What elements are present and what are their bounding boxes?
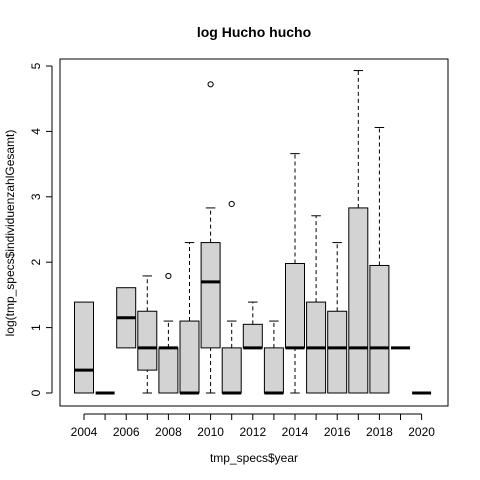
box-iqr [369,264,390,394]
x-tick-label: 2014 [282,425,309,439]
box-2015 [306,215,327,394]
x-tick-label: 2020 [408,425,435,439]
box-2004 [74,301,94,394]
y-tick-label: 2 [29,259,43,266]
box-iqr [158,347,179,394]
box-2014 [285,153,305,394]
y-tick-label: 4 [29,128,43,135]
box-2007 [137,275,158,394]
box-2009 [179,242,200,395]
x-tick-label: 2012 [239,425,266,439]
y-tick-label: 3 [29,193,43,200]
box-2017 [348,70,369,394]
plot-area [74,70,432,395]
box-iqr [285,263,305,349]
x-axis-label: tmp_specs$year [210,451,298,465]
x-tick-label: 2016 [324,425,351,439]
box-iqr [200,242,221,349]
x-tick-label: 2008 [155,425,182,439]
plot-frame [59,58,449,407]
outlier-point [228,200,235,208]
box-iqr [179,320,200,394]
x-tick-label: 2006 [113,425,140,439]
y-tick-label: 0 [29,389,43,396]
y-tick-label: 5 [29,62,43,69]
box-2006 [116,287,137,349]
box-2012 [242,301,263,350]
x-tick-label: 2004 [71,425,98,439]
box-2011 [221,200,242,395]
y-axis-label: log(tmp_specs$individuenzahlGesamt) [3,130,17,337]
box-iqr [242,323,263,349]
x-tick-label: 2010 [197,425,224,439]
box-iqr [74,301,94,394]
box-2008 [158,272,179,394]
chart-title: log Hucho hucho [197,24,311,40]
box-iqr [327,310,348,394]
y-tick-label: 1 [29,324,43,331]
box-iqr [221,347,242,394]
outlier-point [165,272,172,280]
outlier-point [207,81,214,88]
box-2018 [369,126,390,394]
box-iqr [348,207,369,394]
box-iqr [137,310,158,371]
x-tick-label: 2018 [366,425,393,439]
box-2013 [263,320,284,395]
box-2016 [327,242,348,394]
box-iqr [263,347,284,394]
box-2010 [200,81,221,394]
